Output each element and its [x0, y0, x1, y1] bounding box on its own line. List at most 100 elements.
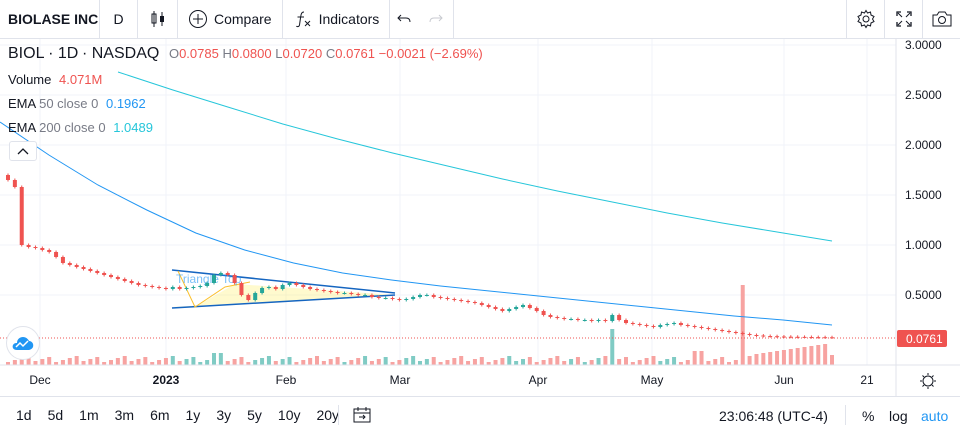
ema50-legend[interactable]: EMA 50 close 0 0.1962	[8, 96, 146, 111]
volume-bar	[548, 358, 553, 365]
candle-body	[239, 283, 244, 295]
compare-label: Compare	[214, 11, 272, 27]
candle-body	[232, 275, 237, 283]
range-3m[interactable]: 3m	[114, 407, 135, 423]
redo-button[interactable]	[418, 0, 455, 38]
compare-button[interactable]: Compare	[178, 0, 283, 38]
volume-bar	[706, 361, 711, 365]
range-5y[interactable]: 5y	[247, 407, 262, 423]
volume-bar	[328, 359, 333, 365]
volume-bar	[404, 358, 409, 365]
axis-settings-button[interactable]	[920, 373, 936, 389]
toolbar-right	[846, 0, 960, 38]
volume-bar	[218, 353, 223, 365]
candle-body	[795, 336, 800, 338]
snapshot-button[interactable]	[922, 0, 960, 38]
settings-button[interactable]	[846, 0, 884, 38]
volume-bar	[129, 361, 134, 365]
volume-bar	[596, 358, 601, 365]
volume-bar	[479, 357, 484, 365]
candle-body	[411, 297, 416, 299]
clock[interactable]: 23:06:48 (UTC-4)	[719, 408, 828, 424]
range-1m[interactable]: 1m	[79, 407, 99, 423]
percent-toggle[interactable]: %	[862, 408, 875, 424]
volume-bar	[459, 356, 464, 365]
indicators-button[interactable]: Indicators	[283, 0, 391, 38]
volume-bar	[246, 362, 251, 365]
candle-body	[253, 293, 258, 300]
volume-bar	[713, 359, 718, 365]
volume-bar	[493, 360, 498, 365]
candle-body	[122, 279, 127, 281]
ema50-params: 50 close 0	[39, 96, 99, 111]
volume-bar	[644, 358, 649, 365]
volume-label: Volume	[8, 72, 52, 87]
price-chart[interactable]: Triangle Top 3.0000 2.5000 2.0000 1.5000 1.0…	[0, 39, 960, 396]
log-toggle[interactable]: log	[889, 408, 908, 424]
candles-icon	[151, 11, 164, 27]
candle-body	[418, 295, 422, 297]
undo-button[interactable]	[390, 0, 418, 38]
open-label: O	[168, 46, 180, 61]
chart-type-button[interactable]	[138, 0, 178, 38]
volume-legend[interactable]: Volume 4.071M	[8, 72, 102, 87]
indicators-label: Indicators	[318, 11, 380, 27]
interval-button[interactable]: D	[100, 0, 138, 38]
price-axis[interactable]: 3.0000 2.5000 2.0000 1.5000 1.0000 0.5000	[905, 39, 942, 302]
candle-body	[720, 330, 725, 331]
candle-body	[727, 331, 731, 332]
candle-body	[81, 267, 86, 269]
volume-bar	[569, 359, 574, 365]
ema200-line	[117, 71, 833, 242]
candle-body	[603, 320, 608, 321]
volume-bar	[33, 361, 38, 365]
ema200-legend[interactable]: EMA 200 close 0 1.0489	[8, 120, 153, 135]
range-10y[interactable]: 10y	[277, 407, 301, 423]
ema50-value: 0.1962	[105, 96, 146, 111]
legend-symbol: BIOL	[8, 45, 45, 62]
candle-body	[349, 293, 354, 294]
volume-bar	[363, 356, 368, 365]
volume-bar	[534, 362, 539, 365]
volume-bar	[287, 357, 292, 365]
candle-body	[170, 287, 175, 289]
volume-bar	[672, 357, 677, 365]
volume-bar	[472, 359, 477, 365]
candle-body	[562, 318, 567, 319]
triangle-pattern: Triangle Top	[171, 269, 396, 309]
volume-bar	[575, 357, 580, 365]
candle-body	[376, 297, 381, 298]
tradingview-logo[interactable]	[6, 326, 40, 360]
range-6m[interactable]: 6m	[150, 407, 170, 423]
candle-body	[527, 305, 532, 308]
goto-date-button[interactable]	[352, 405, 372, 428]
pattern-upper-line	[171, 269, 396, 294]
gear-icon	[856, 9, 875, 29]
volume-bar	[198, 362, 203, 365]
symbol-search-button[interactable]: BIOLASE INC	[0, 0, 100, 38]
auto-toggle[interactable]: auto	[921, 408, 949, 424]
cloud-icon	[12, 337, 34, 350]
candle-body	[184, 288, 189, 289]
range-5d[interactable]: 5d	[47, 407, 64, 423]
redo-icon	[429, 14, 443, 23]
candle-body	[431, 295, 436, 297]
volume-bar	[136, 359, 141, 365]
pattern-label: Triangle Top	[176, 272, 242, 286]
range-1y[interactable]: 1y	[185, 407, 201, 423]
candles	[6, 173, 834, 339]
grid	[0, 39, 896, 365]
collapse-legend-button[interactable]	[9, 141, 37, 161]
fullscreen-button[interactable]	[884, 0, 922, 38]
range-20y[interactable]: 20y	[316, 407, 340, 423]
candle-body	[678, 323, 683, 325]
volume-bar	[685, 360, 690, 365]
volume-bar	[170, 356, 175, 365]
time-axis[interactable]: Dec 2023 Feb Mar Apr May Jun 21	[29, 373, 874, 387]
volume-bar	[795, 348, 800, 365]
range-1d[interactable]: 1d	[16, 407, 32, 423]
range-3y[interactable]: 3y	[216, 407, 232, 423]
volume-bar	[301, 360, 306, 365]
volume-bar	[321, 361, 326, 365]
candle-body	[548, 315, 553, 317]
